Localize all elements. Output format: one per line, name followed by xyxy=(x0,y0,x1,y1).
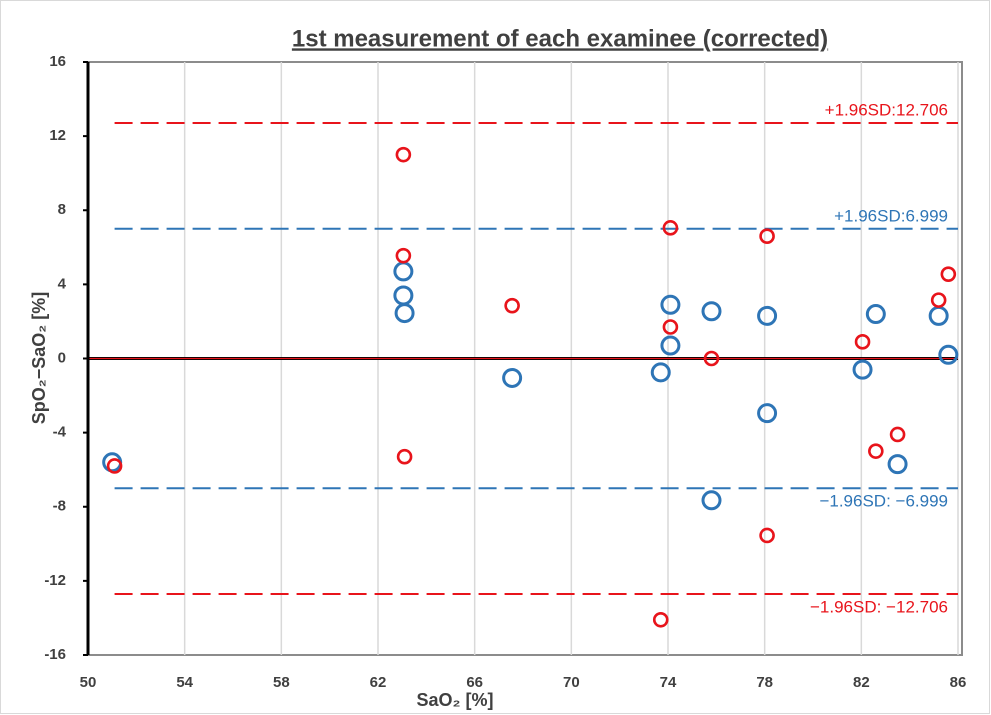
data-point xyxy=(940,266,957,282)
x-tick-label: 50 xyxy=(80,674,97,691)
y-tick-label: -16 xyxy=(44,646,66,663)
data-point xyxy=(395,247,412,264)
y-tick-label: -12 xyxy=(44,572,66,589)
y-tick-label: 12 xyxy=(49,127,66,144)
data-point xyxy=(757,403,778,424)
x-tick-label: 86 xyxy=(950,674,967,691)
data-point xyxy=(701,490,722,511)
x-tick-label: 62 xyxy=(370,674,387,691)
data-point xyxy=(106,458,123,474)
y-tick-label: 4 xyxy=(58,275,67,292)
chart-title: 1st measurement of each examinee (correc… xyxy=(292,25,828,52)
y-tick-label: 16 xyxy=(49,53,66,70)
data-point xyxy=(889,426,906,443)
y-tick-label: -8 xyxy=(53,498,66,515)
y-tick-label: -4 xyxy=(53,424,67,441)
reference-label: −1.96SD: −12.706 xyxy=(810,597,948,616)
data-point xyxy=(504,297,520,314)
data-point xyxy=(930,292,947,308)
data-point xyxy=(759,228,775,244)
data-point xyxy=(662,220,679,236)
x-axis-label: SaO₂ [%] xyxy=(416,690,493,710)
reference-label: +1.96SD:12.706 xyxy=(825,101,948,120)
data-point xyxy=(757,305,778,326)
data-point xyxy=(854,334,871,350)
y-tick-label: 8 xyxy=(58,201,66,218)
x-tick-label: 82 xyxy=(853,674,870,691)
data-point xyxy=(865,304,886,325)
data-point xyxy=(660,335,681,356)
reference-label: −1.96SD: −6.999 xyxy=(819,492,948,511)
data-point xyxy=(701,301,722,322)
data-point xyxy=(852,359,873,380)
x-tick-label: 74 xyxy=(660,674,677,691)
data-point xyxy=(502,367,523,388)
reference-label: +1.96SD:6.999 xyxy=(834,206,948,225)
x-tick-label: 58 xyxy=(273,674,290,691)
data-point xyxy=(662,319,679,335)
x-tick-label: 54 xyxy=(176,674,193,691)
data-point xyxy=(759,527,775,544)
x-tick-label: 66 xyxy=(466,674,483,691)
data-point xyxy=(394,303,415,324)
data-point xyxy=(703,350,720,367)
x-tick-label: 70 xyxy=(563,674,580,691)
data-point xyxy=(938,344,959,365)
data-point xyxy=(650,362,671,383)
data-point xyxy=(396,448,413,465)
data-point xyxy=(868,443,884,459)
x-tick-label: 78 xyxy=(756,674,773,691)
data-point xyxy=(887,454,908,475)
y-axis-label: SpO₂−SaO₂ [%] xyxy=(29,292,49,425)
y-tick-label: 0 xyxy=(58,349,66,366)
data-point xyxy=(395,146,412,163)
data-point xyxy=(660,294,681,315)
data-point xyxy=(652,611,669,628)
